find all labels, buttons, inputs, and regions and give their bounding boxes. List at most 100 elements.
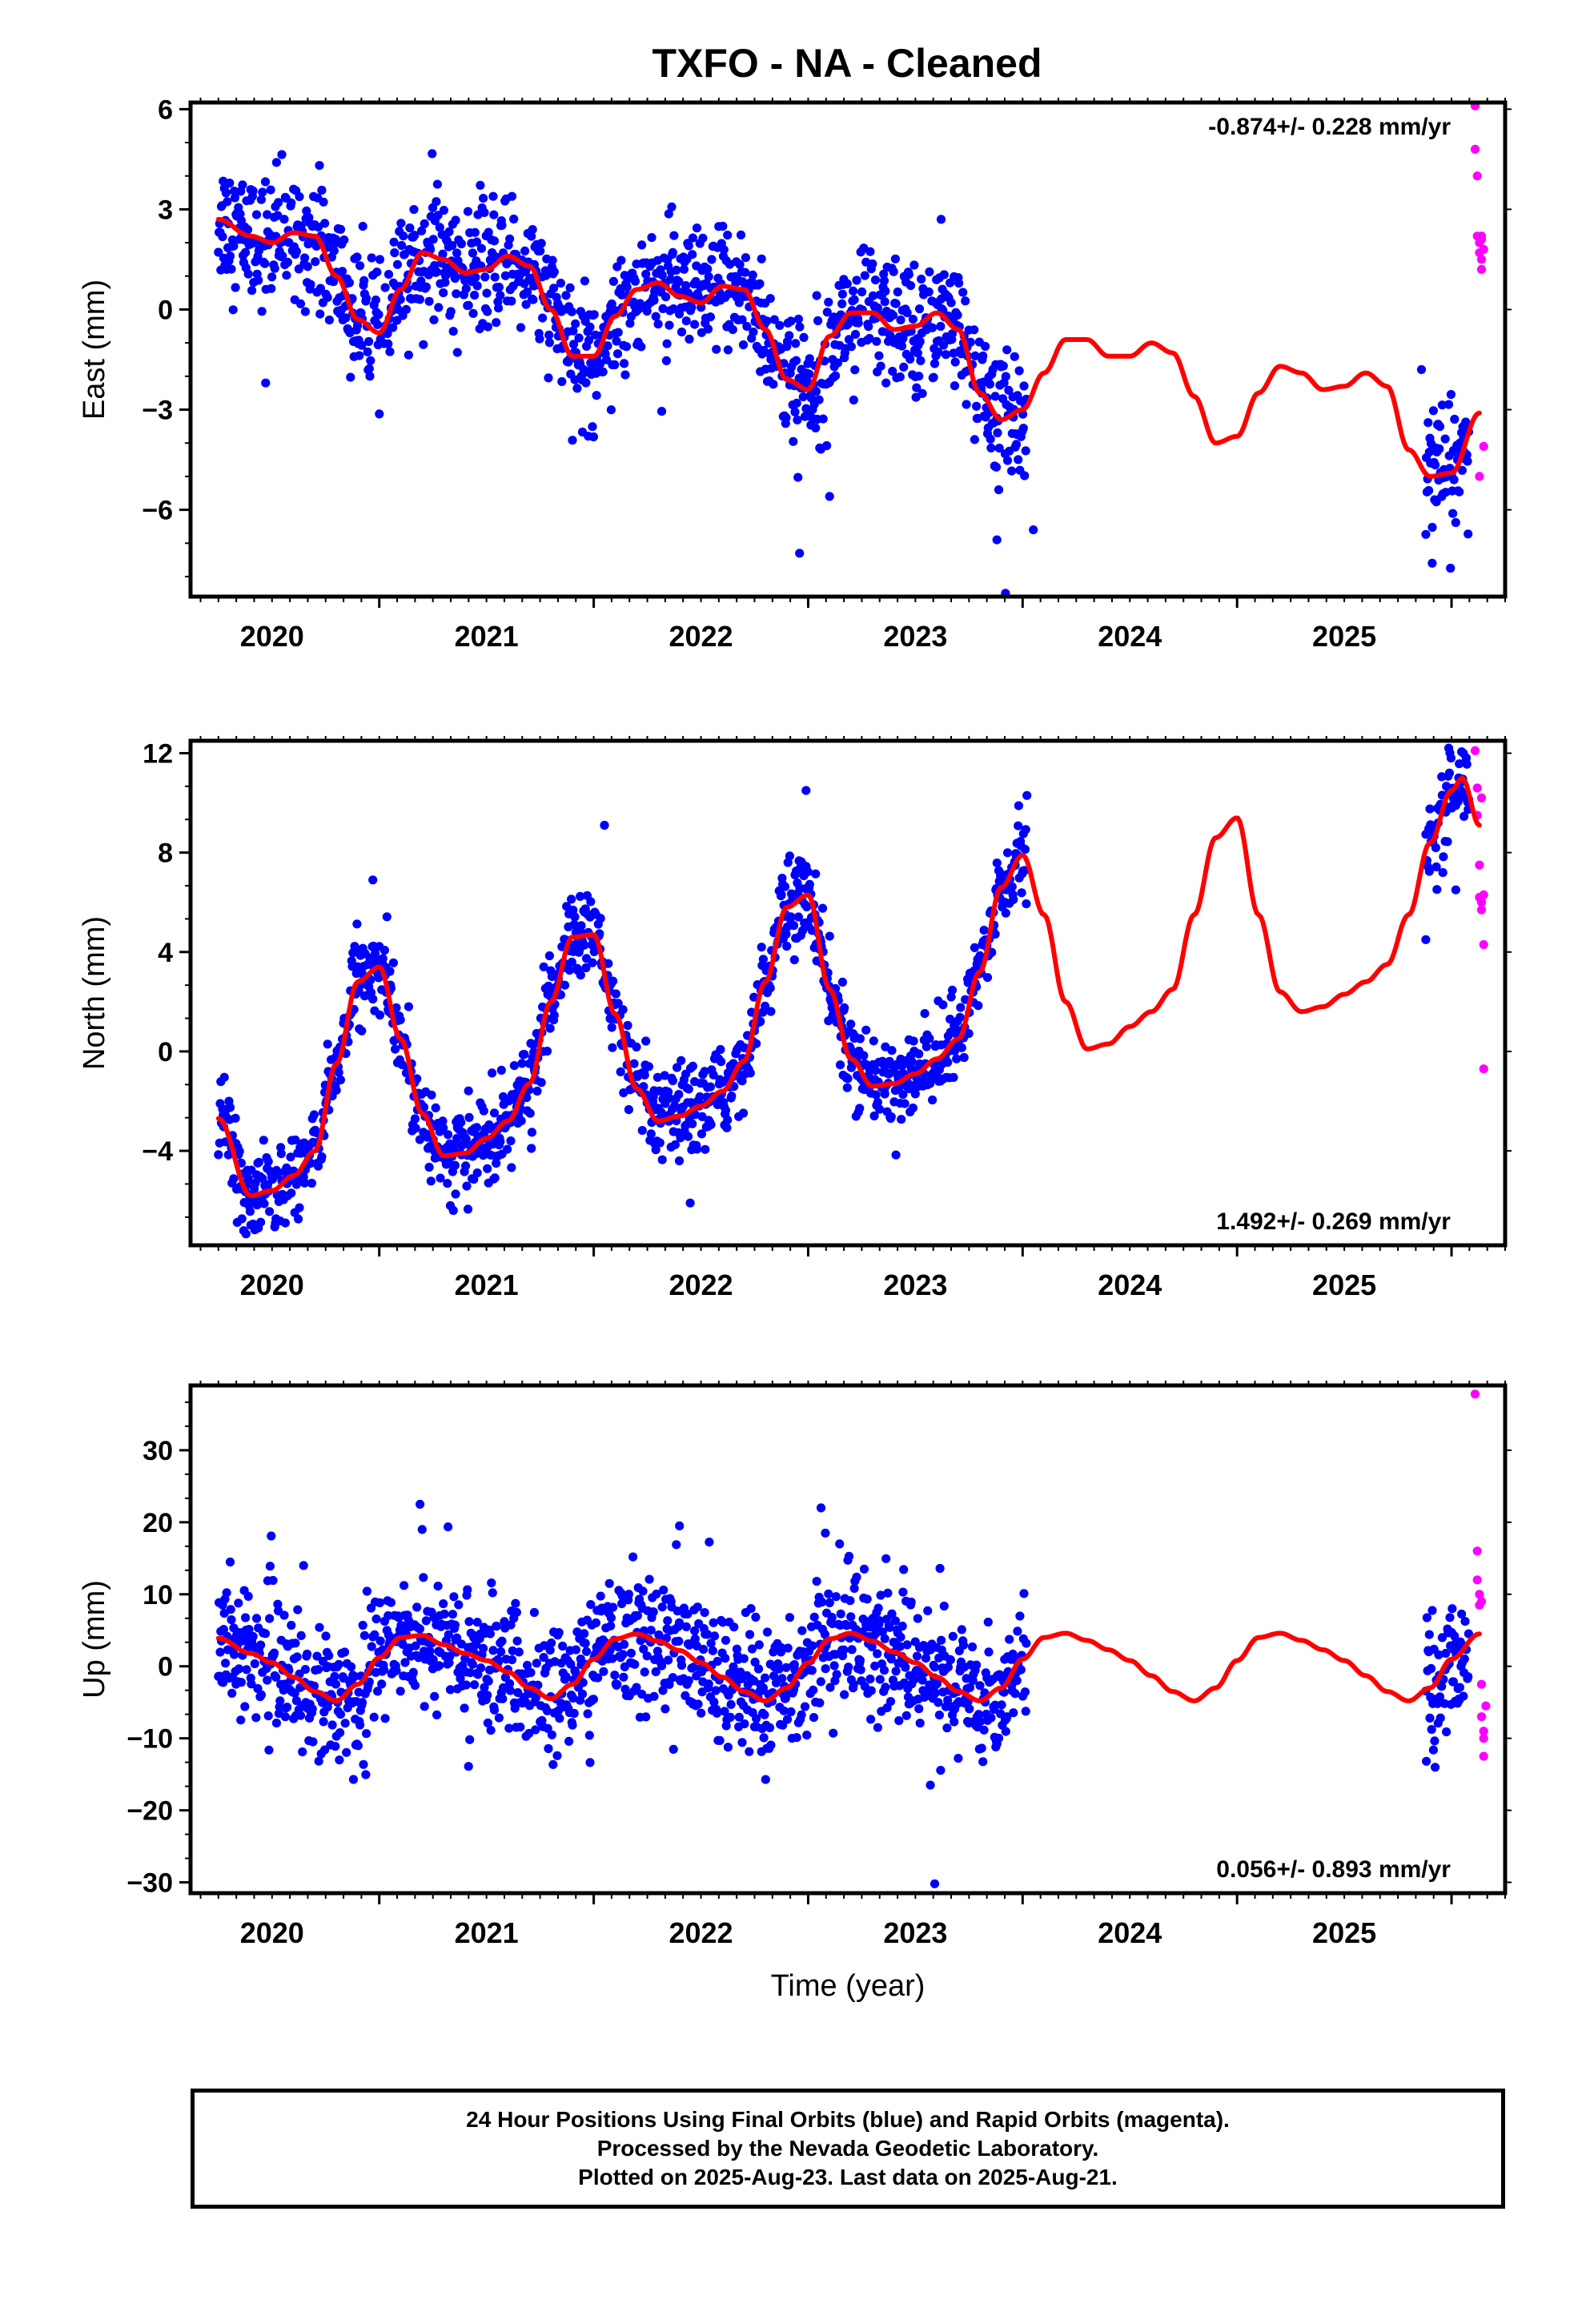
final-point xyxy=(949,1072,958,1082)
final-point xyxy=(452,1134,462,1144)
final-point xyxy=(750,1657,760,1667)
final-point xyxy=(312,1651,322,1661)
final-point xyxy=(1428,1745,1438,1755)
final-point xyxy=(470,227,480,237)
final-point xyxy=(329,246,339,255)
final-point xyxy=(483,1164,492,1173)
final-point xyxy=(692,223,702,233)
final-point xyxy=(901,1711,911,1720)
x-tick-label: 2022 xyxy=(669,620,733,653)
footer-line-3: Plotted on 2025-Aug-23. Last data on 202… xyxy=(578,2165,1118,2189)
final-point xyxy=(357,1026,367,1035)
final-point xyxy=(900,1099,909,1108)
final-point xyxy=(424,1162,434,1172)
final-point xyxy=(581,963,591,973)
final-point xyxy=(793,314,804,324)
final-point-outlier xyxy=(936,215,946,224)
final-point xyxy=(850,329,861,340)
final-point xyxy=(380,1714,390,1723)
final-point xyxy=(955,1012,965,1022)
final-point xyxy=(271,1719,281,1728)
final-point xyxy=(415,1624,425,1634)
final-point xyxy=(875,1675,885,1684)
final-point xyxy=(797,1710,806,1719)
final-point xyxy=(837,299,847,308)
final-point xyxy=(987,947,997,957)
final-point xyxy=(468,308,478,318)
final-point xyxy=(490,1173,500,1183)
final-point xyxy=(338,267,347,276)
final-point xyxy=(867,1642,877,1651)
final-point xyxy=(580,940,589,950)
final-point xyxy=(417,226,427,235)
x-tick-label: 2023 xyxy=(883,1916,947,1949)
final-point xyxy=(921,1042,931,1051)
final-point xyxy=(959,1052,969,1063)
final-point xyxy=(1430,1736,1439,1746)
final-point xyxy=(368,994,378,1004)
final-point xyxy=(230,187,239,196)
final-point xyxy=(950,1717,959,1727)
final-point xyxy=(837,289,847,299)
final-point xyxy=(822,440,832,451)
final-point xyxy=(899,362,909,372)
final-point xyxy=(390,248,400,258)
final-point xyxy=(970,435,979,444)
final-point xyxy=(219,1072,229,1082)
final-point xyxy=(290,1688,299,1698)
final-point xyxy=(749,328,758,337)
final-point xyxy=(568,1693,578,1703)
final-point xyxy=(1427,1725,1436,1735)
final-point xyxy=(428,149,437,159)
final-point xyxy=(266,185,275,195)
final-point xyxy=(723,1115,733,1125)
final-point xyxy=(652,1072,663,1082)
final-point xyxy=(624,1105,634,1115)
final-point xyxy=(914,1049,924,1059)
final-point xyxy=(498,1683,508,1693)
final-point xyxy=(243,1591,253,1601)
final-point xyxy=(681,1622,691,1631)
final-point xyxy=(766,1007,776,1016)
final-point xyxy=(611,989,620,999)
final-point xyxy=(803,867,813,877)
final-point xyxy=(557,376,567,387)
final-point xyxy=(580,1629,589,1638)
final-point xyxy=(1435,422,1445,432)
panel-north: −4 0 4 8 12 2020 2021 2022 2023 2024 2025 North (mm… xyxy=(78,736,1512,1301)
final-point xyxy=(928,323,938,332)
final-point xyxy=(800,1702,810,1711)
final-point xyxy=(303,1649,312,1659)
final-point xyxy=(567,895,576,904)
final-point xyxy=(1019,1589,1029,1598)
final-point xyxy=(880,1089,889,1099)
final-point xyxy=(606,1613,616,1622)
final-point xyxy=(1434,1650,1443,1659)
final-point xyxy=(498,1694,508,1703)
final-point xyxy=(777,1643,786,1653)
final-point xyxy=(251,1713,261,1723)
final-point xyxy=(323,292,332,302)
rapid-point xyxy=(1476,793,1487,803)
x-tick-label: 2024 xyxy=(1098,1916,1162,1949)
final-point xyxy=(681,316,691,326)
final-point xyxy=(752,1039,761,1048)
final-point xyxy=(685,334,694,344)
final-point xyxy=(364,1677,374,1687)
final-point xyxy=(544,338,555,348)
final-point xyxy=(588,432,599,442)
final-point xyxy=(883,1588,893,1598)
final-point xyxy=(428,235,438,244)
final-point xyxy=(357,340,367,350)
final-point-outlier xyxy=(1029,525,1038,535)
final-point xyxy=(361,1770,371,1779)
final-point xyxy=(1427,1606,1437,1615)
final-point xyxy=(236,1715,246,1725)
final-point xyxy=(616,1067,625,1076)
final-point xyxy=(315,309,325,319)
final-point xyxy=(400,1658,410,1667)
final-point xyxy=(433,211,443,220)
final-point xyxy=(620,1639,629,1649)
final-point xyxy=(536,1078,546,1088)
final-point xyxy=(222,1588,231,1598)
